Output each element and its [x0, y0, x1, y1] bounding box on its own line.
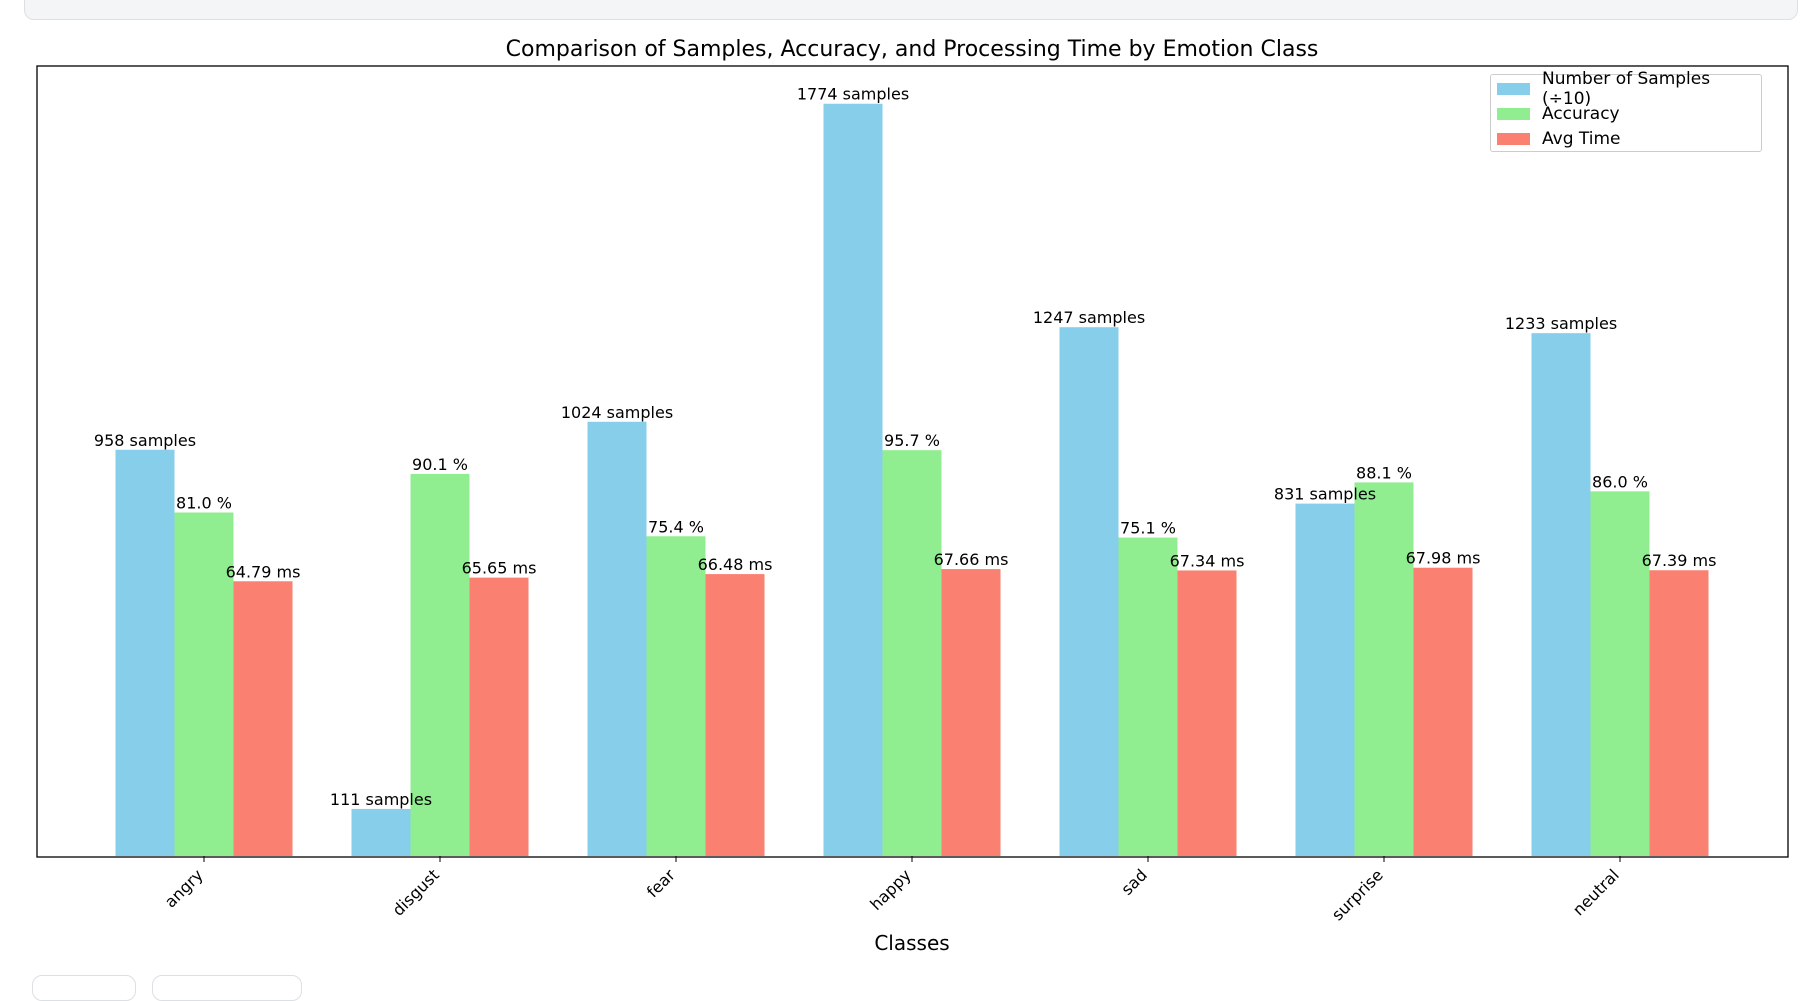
data-label-avg-time-surprise: 67.98 ms — [1406, 549, 1481, 568]
bar-accuracy-sad — [1118, 537, 1178, 856]
bar-avg-time-disgust — [469, 577, 529, 856]
data-label-avg-time-angry: 64.79 ms — [226, 562, 301, 581]
bar-avg-time-happy — [941, 569, 1001, 856]
data-label-accuracy-happy: 95.7 % — [884, 431, 940, 450]
data-label-samples-sad: 1247 samples — [1033, 308, 1145, 327]
data-label-samples-fear: 1024 samples — [561, 403, 673, 422]
legend-label-samples: Number of Samples (÷10) — [1542, 69, 1711, 109]
bar-accuracy-fear — [646, 536, 706, 856]
bar-accuracy-disgust — [410, 473, 470, 856]
data-label-samples-surprise: 831 samples — [1274, 485, 1376, 504]
data-label-avg-time-fear: 66.48 ms — [698, 555, 773, 574]
data-label-accuracy-fear: 75.4 % — [648, 517, 704, 536]
data-label-accuracy-angry: 81.0 % — [176, 494, 232, 513]
bar-samples-happy — [823, 103, 883, 856]
legend-label-avg-time: Avg Time — [1542, 129, 1621, 149]
bar-accuracy-neutral — [1590, 491, 1650, 856]
chart-legend: Number of Samples (÷10) Accuracy Avg Tim… — [1490, 69, 1762, 152]
data-label-accuracy-sad: 75.1 % — [1120, 519, 1176, 538]
top-panel — [24, 0, 1798, 20]
x-tick-label-fear: fear — [643, 865, 679, 901]
bar-samples-angry — [115, 449, 175, 856]
legend-swatch-avg-time — [1497, 133, 1530, 145]
data-label-samples-disgust: 111 samples — [330, 790, 432, 809]
x-tick-label-angry: angry — [161, 865, 207, 911]
data-label-samples-happy: 1774 samples — [797, 85, 909, 104]
legend-swatch-accuracy — [1497, 108, 1530, 120]
data-label-avg-time-neutral: 67.39 ms — [1642, 551, 1717, 570]
data-label-avg-time-disgust: 65.65 ms — [462, 559, 537, 578]
bar-chart: Comparison of Samples, Accuracy, and Pro… — [36, 37, 1789, 955]
legend-item-samples: Number of Samples (÷10) — [1497, 69, 1761, 109]
data-label-samples-neutral: 1233 samples — [1505, 314, 1617, 333]
bar-avg-time-fear — [705, 574, 765, 856]
data-label-avg-time-happy: 67.66 ms — [934, 550, 1009, 569]
x-tick-label-disgust: disgust — [388, 865, 442, 919]
bar-samples-sad — [1059, 327, 1119, 856]
x-tick-label-happy: happy — [866, 865, 915, 914]
legend-label-accuracy: Accuracy — [1542, 104, 1620, 124]
bar-accuracy-happy — [882, 450, 942, 856]
bar-avg-time-neutral — [1649, 570, 1709, 856]
x-tick-label-neutral: neutral — [1569, 865, 1623, 919]
legend-item-accuracy: Accuracy — [1497, 104, 1620, 124]
data-label-accuracy-surprise: 88.1 % — [1356, 463, 1412, 482]
bar-samples-surprise — [1295, 503, 1355, 856]
x-axis-ticks: angry disgust fear happy sad surprise neutral — [161, 856, 1623, 924]
bar-accuracy-angry — [174, 512, 234, 856]
bar-avg-time-surprise — [1413, 567, 1473, 856]
bar-samples-disgust — [351, 808, 411, 856]
x-tick-label-surprise: surprise — [1328, 865, 1387, 924]
bars-layer — [115, 103, 1709, 856]
bar-labels-layer: 958 samples 81.0 % 64.79 ms 111 samples 90.1… — [94, 85, 1716, 809]
bar-avg-time-angry — [233, 581, 293, 856]
x-tick-label-sad: sad — [1117, 865, 1150, 898]
data-label-accuracy-disgust: 90.1 % — [412, 455, 468, 474]
bar-accuracy-surprise — [1354, 482, 1414, 856]
bar-avg-time-sad — [1177, 570, 1237, 856]
legend-item-avg-time: Avg Time — [1497, 129, 1621, 149]
data-label-avg-time-sad: 67.34 ms — [1170, 551, 1245, 570]
chart-title: Comparison of Samples, Accuracy, and Pro… — [506, 37, 1319, 62]
data-label-accuracy-neutral: 86.0 % — [1592, 472, 1648, 491]
data-label-samples-angry: 958 samples — [94, 431, 196, 450]
bar-samples-fear — [587, 421, 647, 856]
legend-swatch-samples — [1497, 83, 1530, 95]
bar-samples-neutral — [1531, 333, 1591, 856]
x-axis-label: Classes — [874, 931, 949, 955]
